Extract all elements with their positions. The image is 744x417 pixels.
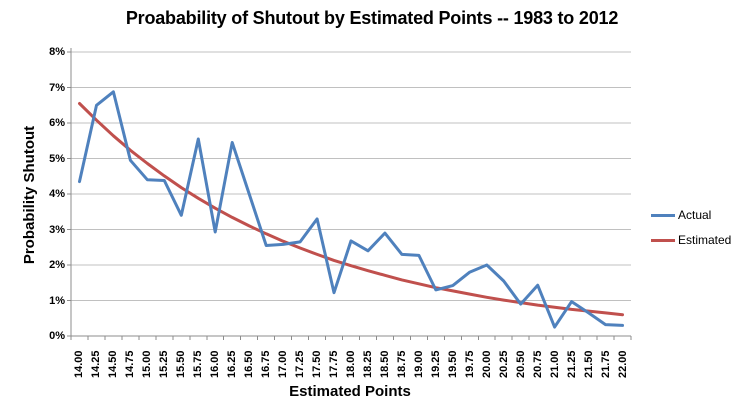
legend: Actual Estimated (651, 208, 731, 258)
estimated-series-line (78, 102, 624, 317)
x-tick-label: 22.00 (616, 350, 629, 378)
x-tick-label: 15.50 (175, 350, 188, 378)
x-tick-label: 19.00 (412, 350, 425, 378)
x-tick-label: 18.50 (378, 350, 391, 378)
legend-line-swatch (651, 238, 675, 242)
legend-label: Actual (678, 208, 712, 222)
x-tick-label: 21.75 (599, 350, 612, 378)
tick-marks (67, 51, 632, 340)
legend-item: Actual (651, 208, 731, 222)
y-tick-label: 3% (49, 223, 65, 236)
chart-title: Proabability of Shutout by Estimated Poi… (125, 8, 619, 28)
x-axis-title: Estimated Points (289, 383, 411, 400)
x-tick-label: 19.50 (446, 350, 459, 378)
y-tick-label: 7% (49, 81, 65, 94)
x-tick-label: 14.00 (73, 350, 86, 378)
x-tick-label: 20.00 (480, 350, 493, 378)
x-tick-label: 14.50 (107, 350, 120, 378)
x-tick-label: 19.75 (463, 350, 476, 378)
x-tick-label: 16.25 (226, 350, 239, 378)
x-tick-label: 20.25 (497, 350, 510, 378)
x-tick-label: 21.50 (582, 350, 595, 378)
legend-label: Estimated (678, 233, 732, 247)
x-tick-label: 15.00 (141, 350, 154, 378)
y-tick-label: 2% (49, 259, 65, 271)
axis-lines (70, 48, 631, 337)
y-tick-label: 8% (49, 46, 65, 58)
x-tick-label: 16.00 (209, 350, 222, 378)
x-tick-label: 14.25 (90, 350, 103, 378)
x-tick-label: 17.00 (277, 350, 290, 378)
x-tick-label: 17.25 (294, 350, 307, 378)
legend-item: Estimated (651, 233, 731, 247)
x-tick-label: 18.00 (345, 350, 357, 378)
x-tick-label: 17.50 (311, 350, 324, 378)
x-tick-label: 16.75 (260, 350, 273, 378)
x-tick-label: 20.75 (531, 350, 544, 378)
legend-line-swatch (651, 213, 675, 217)
gridlines (71, 51, 631, 301)
x-tick-label: 15.75 (192, 350, 205, 378)
x-tick-label: 17.75 (328, 350, 341, 378)
x-tick-label: 15.25 (158, 350, 171, 378)
x-tick-label: 20.50 (514, 350, 527, 378)
x-tick-label: 19.25 (429, 350, 442, 378)
x-tick-label: 14.75 (124, 350, 137, 378)
y-tick-label: 0% (49, 330, 65, 342)
x-tick-label: 16.50 (243, 350, 256, 378)
actual-series-line (78, 90, 624, 329)
y-tick-label: 4% (49, 188, 65, 200)
x-tick-label: 18.75 (395, 350, 408, 378)
x-tick-label: 21.25 (565, 350, 578, 378)
x-tick-label: 21.00 (548, 350, 561, 378)
y-tick-label: 5% (49, 152, 65, 165)
x-tick-label: 18.25 (361, 350, 374, 378)
y-tick-label: 6% (49, 117, 65, 129)
y-tick-label: 1% (49, 294, 65, 307)
